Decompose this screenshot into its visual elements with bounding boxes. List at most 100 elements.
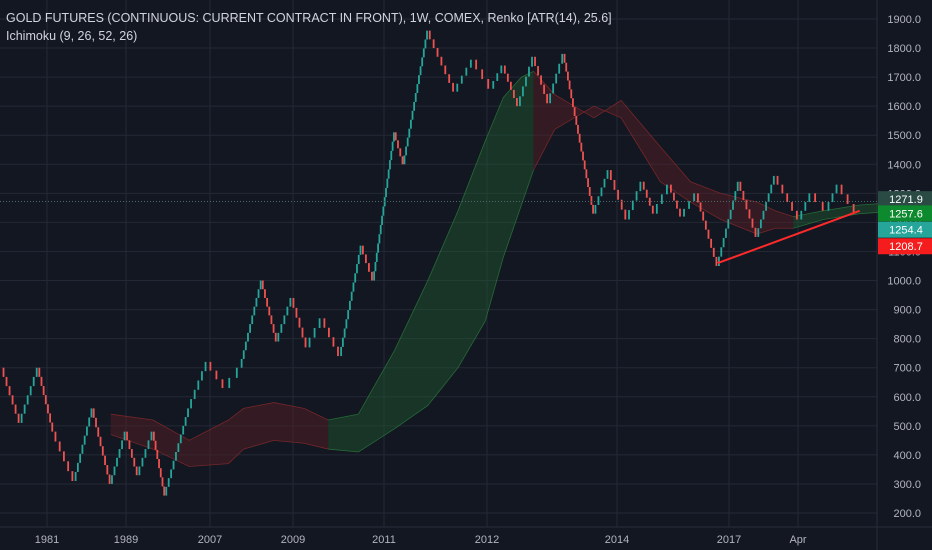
renko-brick: [38, 367, 41, 377]
renko-brick: [739, 181, 742, 191]
renko-brick: [590, 195, 593, 205]
y-tick-label: 300.0: [893, 479, 921, 491]
renko-brick: [90, 408, 93, 418]
renko-brick: [394, 132, 397, 141]
renko-brick: [406, 137, 409, 147]
renko-brick: [266, 297, 269, 307]
renko-brick: [432, 39, 435, 49]
renko-brick: [399, 148, 402, 157]
renko-brick: [597, 196, 600, 205]
renko-brick: [373, 271, 376, 281]
renko-brick: [578, 133, 581, 143]
price-badge-label: 1254.4: [889, 225, 923, 237]
renko-brick: [106, 465, 109, 475]
renko-brick: [277, 332, 280, 342]
renko-brick: [648, 197, 651, 206]
renko-brick: [679, 208, 681, 217]
y-tick-label: 800.0: [893, 334, 921, 346]
indicator-legend[interactable]: Ichimoku (9, 26, 52, 26): [6, 29, 138, 43]
renko-brick: [97, 427, 100, 437]
renko-brick: [104, 455, 106, 466]
renko-brick: [592, 204, 594, 214]
renko-brick: [410, 119, 412, 129]
renko-brick: [361, 245, 364, 255]
renko-brick: [725, 228, 727, 238]
y-tick-label: 600.0: [893, 392, 921, 404]
y-tick-label: 700.0: [893, 363, 921, 375]
renko-brick: [565, 62, 568, 72]
renko-brick: [158, 459, 160, 469]
renko-brick: [424, 39, 427, 49]
renko-brick: [452, 82, 454, 92]
renko-brick: [54, 431, 57, 442]
renko-brick: [506, 73, 509, 82]
renko-brick: [767, 193, 770, 203]
renko-brick: [58, 441, 61, 452]
renko-brick: [804, 202, 807, 211]
renko-brick: [670, 184, 672, 193]
renko-brick: [249, 324, 251, 333]
renko-brick: [460, 75, 463, 84]
renko-brick: [534, 56, 536, 67]
renko-brick: [40, 376, 43, 386]
renko-brick: [144, 449, 147, 458]
renko-brick: [635, 191, 638, 201]
x-tick-label: 1989: [114, 534, 138, 546]
renko-brick: [413, 101, 416, 111]
renko-brick: [292, 297, 295, 308]
renko-brick: [525, 76, 527, 87]
renko-brick: [808, 193, 811, 203]
renko-brick: [244, 341, 247, 351]
renko-brick: [754, 227, 757, 237]
renko-brick: [190, 399, 192, 409]
renko-brick: [350, 291, 353, 301]
renko-brick: [419, 66, 422, 76]
y-tick-label: 1500.0: [887, 130, 921, 142]
renko-brick: [44, 395, 47, 405]
renko-brick: [600, 187, 603, 197]
y-tick-label: 1000.0: [887, 276, 921, 288]
renko-brick: [786, 193, 789, 203]
renko-brick: [221, 379, 224, 389]
renko-brick: [328, 327, 330, 338]
renko-brick: [47, 404, 49, 414]
renko-brick: [126, 431, 128, 441]
renko-brick: [729, 209, 732, 220]
renko-brick: [81, 444, 84, 454]
renko-brick: [397, 140, 399, 149]
renko-brick: [29, 386, 32, 396]
renko-brick: [261, 280, 264, 290]
renko-brick: [422, 48, 425, 58]
renko-brick: [580, 142, 583, 152]
price-badge: [878, 205, 932, 222]
renko-brick: [563, 53, 566, 63]
renko-brick: [298, 317, 301, 328]
renko-brick: [99, 436, 102, 447]
y-tick-label: 200.0: [893, 508, 921, 520]
x-tick-label: 2011: [372, 534, 396, 546]
renko-brick: [49, 413, 52, 423]
renko-brick: [552, 83, 555, 94]
renko-brick: [693, 193, 695, 202]
renko-brick: [280, 324, 283, 333]
renko-brick: [71, 471, 74, 482]
renko-brick: [776, 175, 779, 185]
renko-brick: [159, 468, 162, 478]
renko-brick: [718, 256, 720, 266]
renko-brick: [371, 271, 373, 281]
renko-brick: [304, 337, 307, 348]
renko-brick: [831, 193, 834, 203]
renko-brick: [247, 332, 249, 342]
renko-brick: [170, 469, 173, 479]
renko-brick: [606, 170, 609, 179]
renko-brick: [588, 187, 591, 196]
renko-brick: [762, 210, 765, 220]
renko-brick: [268, 306, 271, 316]
renko-brick: [639, 181, 642, 192]
renko-brick: [456, 83, 459, 92]
renko-brick: [688, 201, 690, 209]
renko-brick: [323, 318, 326, 328]
renko-brick: [655, 204, 658, 214]
